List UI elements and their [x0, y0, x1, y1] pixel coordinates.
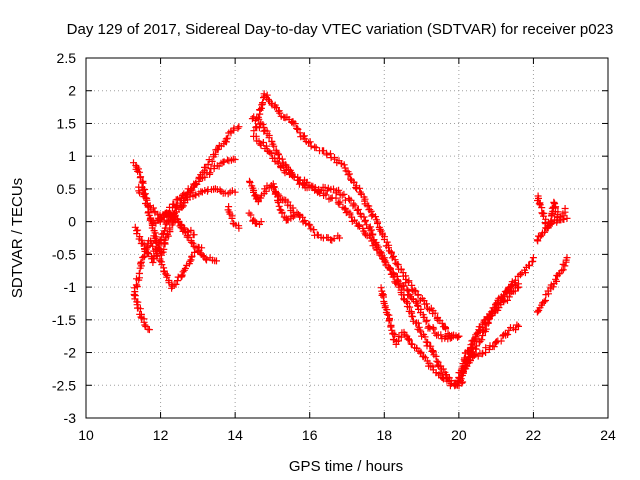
- series-pass-V: [533, 254, 571, 316]
- chart-title: Day 129 of 2017, Sidereal Day-to-day VTE…: [67, 21, 614, 38]
- y-tick-label: 2: [68, 83, 76, 99]
- plot-frame: [85, 57, 609, 419]
- series-pass-N: [269, 180, 299, 224]
- y-tick-label: -1: [64, 279, 77, 295]
- y-tick-label: 2.5: [57, 50, 77, 66]
- x-tick-label: 14: [227, 427, 243, 443]
- series-markers: [533, 254, 571, 316]
- series-pass-S: [454, 283, 522, 384]
- series-markers: [250, 119, 463, 343]
- series-markers: [269, 180, 299, 224]
- series-markers: [377, 284, 459, 390]
- series-markers: [130, 291, 153, 334]
- y-tick-label: 0: [68, 214, 76, 230]
- y-tick-label: -0.5: [52, 246, 76, 262]
- series-markers: [224, 203, 243, 232]
- y-tick-label: 1: [68, 148, 76, 164]
- series-pass-K: [250, 132, 467, 390]
- series-pass-J: [250, 119, 463, 343]
- series-pass-E: [130, 291, 153, 334]
- series-markers: [250, 132, 467, 390]
- x-tick-label: 22: [526, 427, 542, 443]
- series-markers: [148, 209, 198, 239]
- series-markers: [245, 209, 265, 228]
- x-tick-label: 20: [451, 427, 467, 443]
- data-points: [130, 90, 571, 390]
- series-markers: [248, 90, 463, 341]
- y-tick-label: -1.5: [52, 312, 76, 328]
- series-pass-O: [377, 284, 459, 390]
- x-tick-label: 12: [153, 427, 169, 443]
- series-markers: [533, 213, 571, 245]
- series-pass-I: [248, 90, 463, 341]
- y-tick-label: -3: [64, 410, 77, 426]
- x-tick-label: 18: [376, 427, 392, 443]
- x-axis-label: GPS time / hours: [289, 458, 403, 475]
- x-axis-ticks: 10 12 14 16 18 20 22 24: [78, 58, 616, 443]
- series-pass-G: [148, 209, 198, 239]
- grid-lines: [86, 58, 608, 418]
- y-tick-label: 1.5: [57, 115, 77, 131]
- series-markers: [454, 283, 522, 384]
- series-pass-U: [533, 213, 571, 245]
- series-pass-M: [245, 209, 265, 228]
- series-pass-H: [224, 203, 243, 232]
- y-axis-label: SDTVAR / TECUs: [9, 178, 26, 298]
- y-tick-label: 0.5: [57, 181, 77, 197]
- y-tick-label: -2: [64, 345, 77, 361]
- x-tick-label: 10: [78, 427, 94, 443]
- series-markers: [246, 177, 343, 244]
- x-tick-label: 16: [302, 427, 318, 443]
- y-axis-ticks: -3 -2.5 -2 -1.5 -1 -0.5 0 0.5 1 1.5 2 2.5: [52, 50, 608, 426]
- x-tick-label: 24: [600, 427, 616, 443]
- y-tick-label: -2.5: [52, 377, 76, 393]
- series-pass-L: [246, 177, 343, 244]
